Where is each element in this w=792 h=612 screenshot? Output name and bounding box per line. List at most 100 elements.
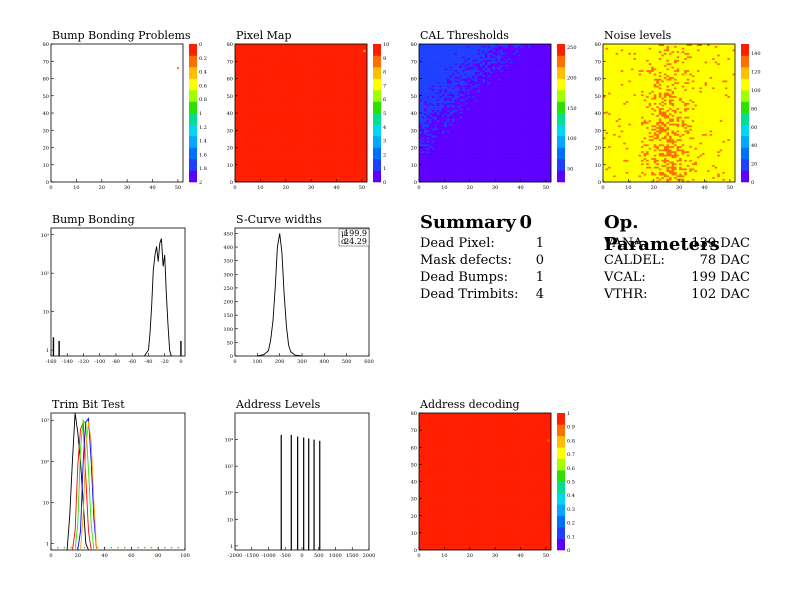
heatmap-cell [257, 49, 261, 52]
heatmap-cell [421, 52, 425, 55]
heatmap-cell [280, 144, 284, 147]
heatmap-cell [303, 173, 307, 176]
heatmap-cell [339, 128, 342, 131]
heatmap-cell [359, 161, 363, 164]
heatmap-cell [270, 149, 274, 152]
heatmap-cell [436, 57, 440, 60]
heatmap-cell [275, 163, 279, 166]
heatmap-cell [316, 50, 320, 53]
heatmap-cell [354, 100, 358, 103]
heatmap-cell [359, 83, 363, 86]
heatmap-cell [285, 66, 289, 69]
heatmap-cell [275, 157, 279, 160]
heatmap-cell [275, 126, 279, 129]
heatmap-cell [311, 54, 314, 57]
heatmap-cell [318, 76, 322, 79]
heatmap-cell [356, 47, 360, 50]
heatmap-cell [439, 145, 443, 148]
heatmap-cell [326, 150, 330, 153]
heatmap-cell [285, 175, 289, 178]
heatmap-cell [257, 83, 261, 86]
heatmap-cell [326, 102, 330, 105]
heatmap-cell [308, 145, 312, 148]
heatmap-cell [344, 62, 347, 65]
heatmap-cell [265, 81, 269, 84]
heatmap-cell [265, 75, 269, 78]
summary-value: 0 [535, 253, 544, 268]
heatmap-cell [275, 145, 279, 148]
heatmap-cell [351, 140, 355, 143]
heatmap-cell [434, 159, 438, 162]
y-tick-label: 40 [43, 111, 49, 117]
heatmap-cell [326, 99, 330, 102]
heatmap-cell [439, 147, 443, 150]
heatmap-cell [434, 94, 438, 97]
heatmap-cell [285, 90, 289, 93]
heatmap-cell [250, 154, 254, 157]
heatmap-cell [328, 156, 332, 159]
heatmap-cell [245, 52, 248, 55]
heatmap-cell [245, 69, 248, 72]
heatmap-cell [334, 81, 337, 84]
heatmap-cell [257, 104, 261, 107]
heatmap-cell [252, 118, 256, 121]
heatmap-cell [242, 95, 246, 98]
heatmap-cell [431, 159, 435, 162]
heatmap-cell [356, 140, 360, 143]
heatmap-cell [339, 71, 342, 74]
heatmap-cell [434, 62, 438, 65]
heatmap-cell [285, 144, 289, 147]
heatmap-cell [270, 123, 274, 126]
heatmap-cell [321, 56, 325, 59]
heatmap-cell [293, 75, 297, 78]
heatmap-cell [278, 56, 281, 59]
heatmap-cell [331, 166, 335, 169]
heatmap-cell [262, 118, 266, 121]
heatmap-cell [295, 61, 299, 64]
heatmap-cell [237, 68, 241, 71]
heatmap-cell [436, 150, 440, 153]
heatmap-cell [356, 156, 360, 159]
heatmap-cell [346, 166, 350, 169]
heatmap-cell [240, 49, 243, 52]
heatmap-cell [311, 144, 314, 147]
heatmap-cell [419, 61, 422, 64]
heatmap-cell [298, 118, 302, 121]
heatmap-cell [331, 130, 335, 133]
heatmap-cell [426, 50, 430, 53]
y-tick-label: 30 [43, 128, 49, 134]
heatmap-cell [270, 168, 274, 171]
heatmap-cell [321, 87, 325, 90]
heatmap-cell [270, 62, 274, 65]
heatmap-cell [306, 64, 309, 67]
heatmap-cell [268, 113, 271, 116]
heatmap-cell [252, 133, 256, 136]
heatmap-cell [293, 114, 297, 117]
heatmap-cell [290, 47, 294, 50]
heatmap-cell [308, 150, 312, 153]
heatmap-cell [339, 97, 342, 100]
heatmap-cell [245, 121, 248, 124]
heatmap-cell [419, 131, 422, 134]
heatmap-cell [265, 54, 269, 57]
heatmap-cell [436, 173, 440, 176]
heatmap-cell [257, 78, 261, 81]
heatmap-cell [336, 116, 340, 119]
heatmap-cell [303, 52, 307, 55]
heatmap-cell [273, 56, 276, 59]
heatmap-cell [240, 161, 243, 164]
heatmap-cell [364, 107, 368, 110]
heatmap-cell [426, 118, 430, 121]
heatmap-cell [260, 92, 264, 95]
heatmap-cell [326, 131, 330, 134]
heatmap-cell [336, 99, 340, 102]
heatmap-cell [268, 176, 271, 179]
heatmap-cell [298, 59, 302, 62]
heatmap-cell [311, 163, 314, 166]
heatmap-cell [257, 52, 261, 55]
heatmap-cell [290, 49, 294, 52]
heatmap-cell [275, 169, 279, 172]
heatmap-cell [421, 164, 425, 167]
heatmap-cell [436, 135, 440, 138]
